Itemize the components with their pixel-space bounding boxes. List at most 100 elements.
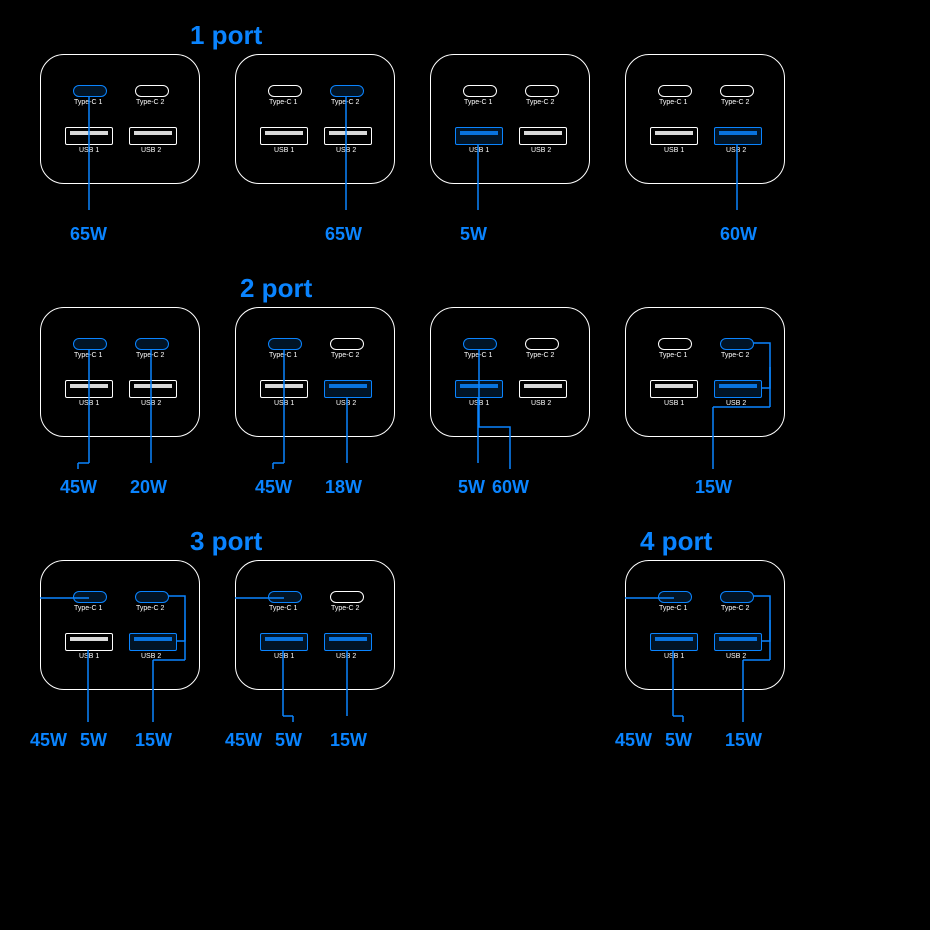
port-label-a1: USB 1 [274,653,294,660]
port-label-c2: Type-C 2 [721,99,749,106]
port-c1 [463,338,497,350]
wattage-value: 65W [70,224,107,245]
port-a2 [324,633,372,651]
wattage-row: 45W20W [40,477,200,501]
wattage-value: 60W [492,477,529,498]
charger-tile: Type-C 1Type-C 2USB 1USB 245W5W15W [235,560,395,754]
wattage-row: 15W [625,477,785,501]
wattage-value: 5W [80,730,107,751]
section: 2 portType-C 1Type-C 2USB 1USB 245W20WTy… [40,273,890,501]
charger-tile: Type-C 1Type-C 2USB 1USB 2 5W [430,54,590,248]
port-label-c2: Type-C 2 [526,99,554,106]
charger-tile: Type-C 1Type-C 2USB 1USB 245W18W [235,307,395,501]
port-label-a2: USB 2 [336,653,356,660]
wattage-row: 5W [430,224,590,248]
wattage-value: 5W [460,224,487,245]
charger-body: Type-C 1Type-C 2USB 1USB 2 [235,54,395,184]
port-label-c1: Type-C 1 [659,352,687,359]
port-label-c2: Type-C 2 [136,605,164,612]
charger-body: Type-C 1 Type-C 2 USB 1 USB 2 [40,307,200,437]
port-c2 [720,591,754,603]
charger-tile: Type-C 1Type-C 2USB 1USB 215W [625,307,785,501]
port-a1 [65,633,113,651]
section: 1 portType-C 1Type-C 2USB 1USB 265WType-… [40,20,890,248]
port-a2 [129,633,177,651]
wattage-value: 15W [135,730,172,751]
port-a1 [650,127,698,145]
port-c1 [268,591,302,603]
port-label-a1: USB 1 [79,400,99,407]
wattage-row: 60W [625,224,785,248]
wattage-value: 15W [695,477,732,498]
wattage-row: 45W 18W [235,477,395,501]
port-c1 [268,338,302,350]
wattage-row: 5W60W [430,477,590,501]
port-a1 [260,633,308,651]
port-a1 [260,380,308,398]
tile-row: Type-C 1Type-C 2USB 1USB 245W20WType-C 1… [40,307,890,501]
charger-body: Type-C 1Type-C 2USB 1USB 2 [235,307,395,437]
port-a2 [714,633,762,651]
wattage-row: 65W [40,224,200,248]
port-a2 [714,380,762,398]
port-a2 [324,127,372,145]
port-c1 [658,338,692,350]
section-title: 3 port [190,526,262,557]
wattage-value: 5W [275,730,302,751]
port-label-a1: USB 1 [274,400,294,407]
port-label-a1: USB 1 [79,653,99,660]
port-c2 [330,591,364,603]
port-label-a2: USB 2 [141,400,161,407]
wattage-value: 45W [225,730,262,751]
port-a2 [519,127,567,145]
port-c1 [73,591,107,603]
port-c2 [525,338,559,350]
port-c1 [463,85,497,97]
port-label-c2: Type-C 2 [331,352,359,359]
charger-body: Type-C 1 Type-C 2 USB 1 USB 2 [40,560,200,690]
section-title: 2 port [240,273,312,304]
port-label-c1: Type-C 1 [74,605,102,612]
port-label-a2: USB 2 [531,400,551,407]
wattage-value: 18W [325,477,362,498]
port-c1 [73,338,107,350]
port-label-c2: Type-C 2 [331,605,359,612]
port-label-c2: Type-C 2 [721,352,749,359]
port-label-c2: Type-C 2 [331,99,359,106]
wattage-value: 20W [130,477,167,498]
port-label-a1: USB 1 [664,147,684,154]
port-label-a1: USB 1 [274,147,294,154]
port-label-c1: Type-C 1 [659,99,687,106]
wattage-row: 45W5W15W [40,730,200,754]
charger-body: Type-C 1Type-C 2USB 1USB 2 [430,54,590,184]
port-a1 [65,380,113,398]
charger-body: Type-C 1Type-C 2USB 1USB 2 [625,54,785,184]
port-label-a1: USB 1 [664,653,684,660]
wattage-value: 45W [30,730,67,751]
section: 3 port4 portType-C 1Type-C 2USB 1USB 245… [40,526,890,754]
port-a1 [455,127,503,145]
port-c2 [720,85,754,97]
port-label-c1: Type-C 1 [74,352,102,359]
port-c2 [720,338,754,350]
port-label-a1: USB 1 [469,400,489,407]
port-a1 [650,633,698,651]
wattage-value: 60W [720,224,757,245]
port-a2 [714,127,762,145]
port-label-a2: USB 2 [141,653,161,660]
port-c1 [658,591,692,603]
charger-tile: Type-C 1Type-C 2USB 1USB 265W [40,54,200,248]
port-c2 [135,591,169,603]
port-label-a2: USB 2 [531,147,551,154]
wattage-value: 45W [615,730,652,751]
port-label-c1: Type-C 1 [659,605,687,612]
port-label-a2: USB 2 [336,400,356,407]
port-label-c1: Type-C 1 [464,352,492,359]
port-label-c2: Type-C 2 [136,352,164,359]
port-label-a2: USB 2 [726,653,746,660]
charger-tile: Type-C 1 Type-C 2 USB 1 USB 2 45W20W [40,307,200,501]
port-c1 [268,85,302,97]
wattage-value: 45W [255,477,292,498]
charger-body: Type-C 1Type-C 2USB 1USB 2 [235,560,395,690]
port-label-a2: USB 2 [726,400,746,407]
